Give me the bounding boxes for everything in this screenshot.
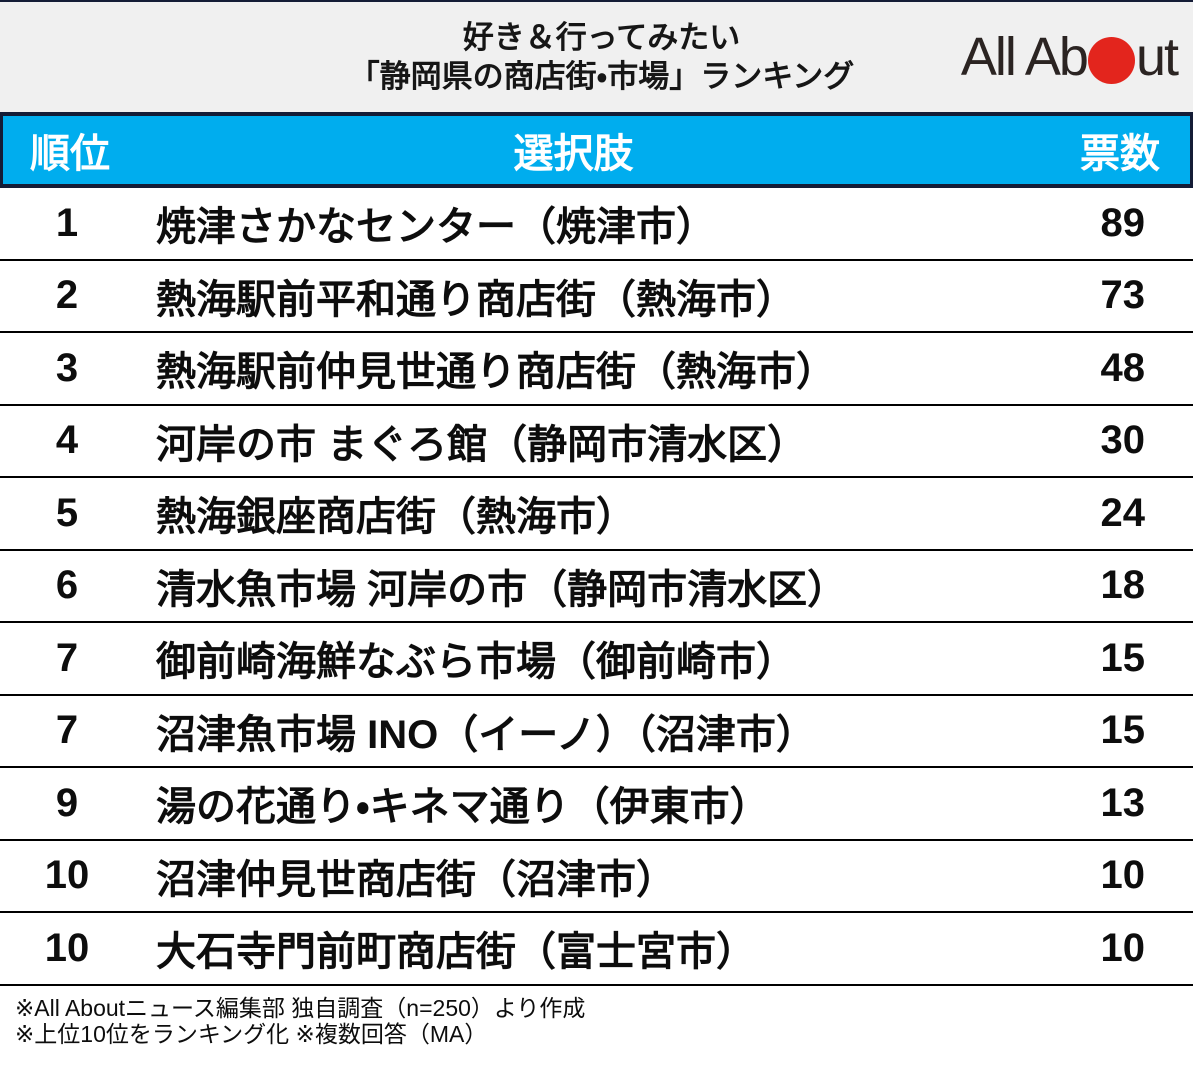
rank-cell: 6: [55, 563, 79, 608]
votes-cell: 10: [1100, 853, 1146, 898]
rank-cell: 10: [44, 853, 90, 898]
table-row: 10 大石寺門前町商店街（富士宮市） 10: [0, 913, 1193, 986]
page-title-line2: 「静岡県の商店街・市場」ランキング: [348, 59, 855, 94]
votes-cell: 15: [1100, 635, 1146, 680]
all-about-logo: All Ab ut: [960, 26, 1179, 88]
votes-cell: 73: [1100, 273, 1146, 318]
name-cell: 清水魚市場 河岸の市（静岡市清水区）: [156, 567, 848, 612]
logo-text-right: ut: [1135, 27, 1179, 87]
title-band: 好き＆行ってみたい 「静岡県の商店街・市場」ランキング All Ab ut: [0, 2, 1193, 112]
votes-cell: 10: [1100, 925, 1146, 970]
rank-cell: 9: [55, 780, 79, 825]
footnote-line2: ※上位10位をランキング化 ※複数回答（MA）: [15, 1020, 488, 1047]
name-cell: 焼津さかなセンター（焼津市）: [156, 205, 716, 250]
table-row: 6 清水魚市場 河岸の市（静岡市清水区） 18: [0, 550, 1193, 623]
table-row: 1 焼津さかなセンター（焼津市） 89: [0, 188, 1193, 261]
rank-cell: 1: [55, 200, 79, 245]
table-row: 4 河岸の市 まぐろ館（静岡市清水区） 30: [0, 405, 1193, 478]
table-header-rank: 順位: [30, 132, 110, 176]
rank-cell: 2: [55, 273, 79, 318]
logo-text-left: All Ab: [960, 27, 1089, 87]
name-cell: 河岸の市 まぐろ館（静岡市清水区）: [156, 422, 808, 467]
page-title: 好き＆行ってみたい 「静岡県の商店街・市場」ランキング: [339, 18, 855, 96]
name-cell: 沼津魚市場 INO（イーノ）（沼津市）: [156, 712, 816, 757]
table-header-name: 選択肢: [513, 132, 634, 176]
name-cell: 熱海駅前仲見世通り商店街（熱海市）: [156, 350, 836, 395]
footnotes: ※All Aboutニュース編集部 独自調査（n=250）より作成 ※上位10位…: [0, 986, 1193, 1047]
logo-red-circle-icon: [1087, 36, 1135, 84]
table-row: 10 沼津仲見世商店街（沼津市） 10: [0, 840, 1193, 913]
votes-cell: 30: [1100, 418, 1146, 463]
name-cell: 御前崎海鮮なぶら市場（御前崎市）: [156, 640, 796, 685]
table-header-votes: 票数: [1080, 132, 1160, 176]
table-body: 1 焼津さかなセンター（焼津市） 89 2 熱海駅前平和通り商店街（熱海市） 7…: [0, 188, 1193, 986]
table-row: 9 湯の花通り・キネマ通り（伊東市） 13: [0, 768, 1193, 841]
table-row: 2 熱海駅前平和通り商店街（熱海市） 73: [0, 260, 1193, 333]
table-row: 7 沼津魚市場 INO（イーノ）（沼津市） 15: [0, 695, 1193, 768]
votes-cell: 18: [1100, 563, 1146, 608]
table-row: 5 熱海銀座商店街（熱海市） 24: [0, 478, 1193, 551]
rank-cell: 10: [44, 925, 90, 970]
table-row: 7 御前崎海鮮なぶら市場（御前崎市） 15: [0, 623, 1193, 696]
name-cell: 沼津仲見世商店街（沼津市）: [156, 857, 676, 902]
rank-cell: 7: [55, 708, 79, 753]
votes-cell: 89: [1100, 200, 1146, 245]
rank-cell: 5: [55, 490, 79, 535]
name-cell: 大石寺門前町商店街（富士宮市）: [156, 930, 756, 975]
votes-cell: 24: [1100, 490, 1146, 535]
page-title-line1: 好き＆行ってみたい: [462, 20, 741, 55]
rank-cell: 7: [55, 635, 79, 680]
votes-cell: 48: [1100, 345, 1146, 390]
name-cell: 湯の花通り・キネマ通り（伊東市）: [156, 785, 770, 830]
votes-cell: 13: [1100, 780, 1146, 825]
table-header-row: 順位 選択肢 票数: [0, 112, 1193, 188]
rank-cell: 3: [55, 345, 79, 390]
rank-cell: 4: [55, 418, 79, 463]
table-row: 3 熱海駅前仲見世通り商店街（熱海市） 48: [0, 333, 1193, 406]
name-cell: 熱海駅前平和通り商店街（熱海市）: [156, 277, 796, 322]
votes-cell: 15: [1100, 708, 1146, 753]
name-cell: 熱海銀座商店街（熱海市）: [156, 495, 636, 540]
footnote-line1: ※All Aboutニュース編集部 独自調査（n=250）より作成: [15, 994, 586, 1021]
